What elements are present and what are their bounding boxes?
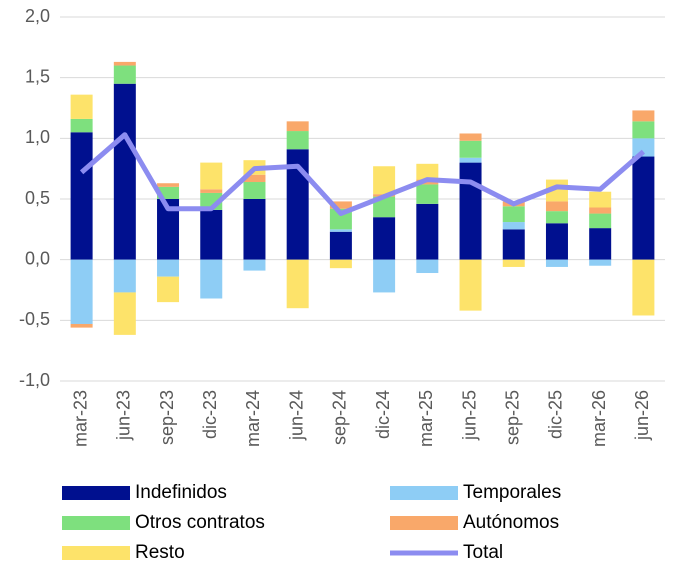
- bar-segment: [113, 259, 136, 293]
- x-tick-label: mar-24: [243, 390, 263, 447]
- bar-segment: [70, 323, 93, 328]
- bar-segment: [632, 110, 655, 122]
- bar-segment: [200, 259, 223, 299]
- bar-segment: [589, 228, 612, 260]
- bar-segment: [416, 163, 439, 180]
- bar-segment: [200, 162, 223, 190]
- bar-segment: [113, 292, 136, 335]
- x-tick-label: jun-23: [114, 390, 134, 441]
- y-tick-label: -0,5: [19, 309, 50, 329]
- bar-segment: [243, 259, 266, 271]
- x-tick-label: mar-25: [416, 390, 436, 447]
- bar-segment: [589, 207, 612, 214]
- bar-segment: [545, 201, 568, 212]
- bar-segment: [459, 162, 482, 260]
- x-tick-label: jun-26: [632, 390, 652, 441]
- bar-segment: [502, 206, 525, 223]
- bar-segment: [157, 276, 180, 303]
- bar-segment: [416, 259, 439, 274]
- bar-segment: [70, 94, 93, 119]
- bar-segment: [589, 191, 612, 208]
- bar-segment: [373, 196, 396, 218]
- y-tick-label: 2,0: [25, 6, 50, 26]
- bar-segment: [243, 199, 266, 260]
- legend-label: Autónomos: [463, 512, 559, 533]
- bar-segment: [632, 138, 655, 157]
- bar-segment: [459, 133, 482, 141]
- legend-label: Resto: [135, 542, 185, 563]
- y-tick-label: 0,0: [25, 248, 50, 268]
- legend-label: Otros contratos: [135, 512, 265, 533]
- bar-segment: [589, 259, 612, 266]
- legend-swatch: [62, 516, 130, 530]
- bar-segment: [286, 131, 309, 150]
- y-tick-label: -1,0: [19, 370, 50, 390]
- legend-label: Temporales: [463, 482, 561, 503]
- x-tick-label: dic-23: [200, 390, 220, 439]
- bar-segment: [70, 259, 93, 324]
- bar-segment: [632, 121, 655, 139]
- x-tick-label: sep-23: [157, 390, 177, 445]
- legend-swatch: [62, 486, 130, 500]
- bar-segment: [459, 157, 482, 163]
- bar-segment: [329, 259, 352, 269]
- bar-segment: [589, 213, 612, 229]
- bar-segment: [545, 259, 568, 267]
- y-tick-label: 1,0: [25, 127, 50, 147]
- bar-segment: [373, 259, 396, 293]
- legend-swatch: [62, 546, 130, 560]
- bar-segment: [373, 166, 396, 195]
- bar-segment: [157, 199, 180, 260]
- bar-segment: [329, 201, 352, 209]
- bar-segment: [329, 229, 352, 232]
- bar-segment: [416, 203, 439, 260]
- legend-label: Total: [463, 542, 503, 563]
- bar-segment: [243, 182, 266, 199]
- x-tick-label: sep-25: [503, 390, 523, 445]
- bar-segment: [373, 217, 396, 260]
- bar-segment: [286, 259, 309, 309]
- y-tick-label: 0,5: [25, 188, 50, 208]
- bar-segment: [286, 121, 309, 132]
- x-tick-label: sep-24: [330, 390, 350, 445]
- bar-segment: [632, 259, 655, 316]
- bar-segment: [200, 209, 223, 260]
- bar-segment: [416, 184, 439, 204]
- bar-segment: [545, 211, 568, 224]
- bar-segment: [113, 83, 136, 260]
- total-line: [79, 132, 646, 217]
- legend-swatch: [390, 486, 458, 500]
- bar-segment: [329, 231, 352, 260]
- bar-segment: [459, 140, 482, 158]
- x-tick-label: dic-25: [546, 390, 566, 439]
- bar-segment: [70, 118, 93, 133]
- bar-segment: [286, 149, 309, 260]
- bar-segment: [502, 222, 525, 230]
- x-tick-label: mar-26: [589, 390, 609, 447]
- bar-segment: [70, 132, 93, 260]
- y-tick-label: 1,5: [25, 66, 50, 86]
- bar-segment: [113, 61, 136, 66]
- bar-segment: [200, 189, 223, 193]
- x-tick-label: mar-23: [70, 390, 90, 447]
- bar-segment: [243, 174, 266, 183]
- x-tick-label: dic-24: [373, 390, 393, 439]
- x-tick-label: jun-24: [286, 390, 306, 441]
- bar-segment: [459, 259, 482, 311]
- legend-label: Indefinidos: [135, 482, 227, 503]
- bar-segment: [545, 223, 568, 260]
- bar-segment: [502, 229, 525, 260]
- bar-segment: [113, 65, 136, 84]
- bar-segment: [157, 183, 180, 187]
- bar-segment: [502, 259, 525, 267]
- bar-segment: [157, 259, 180, 277]
- x-tick-label: jun-25: [459, 390, 479, 441]
- legend-swatch: [390, 516, 458, 530]
- bar-segment: [632, 156, 655, 260]
